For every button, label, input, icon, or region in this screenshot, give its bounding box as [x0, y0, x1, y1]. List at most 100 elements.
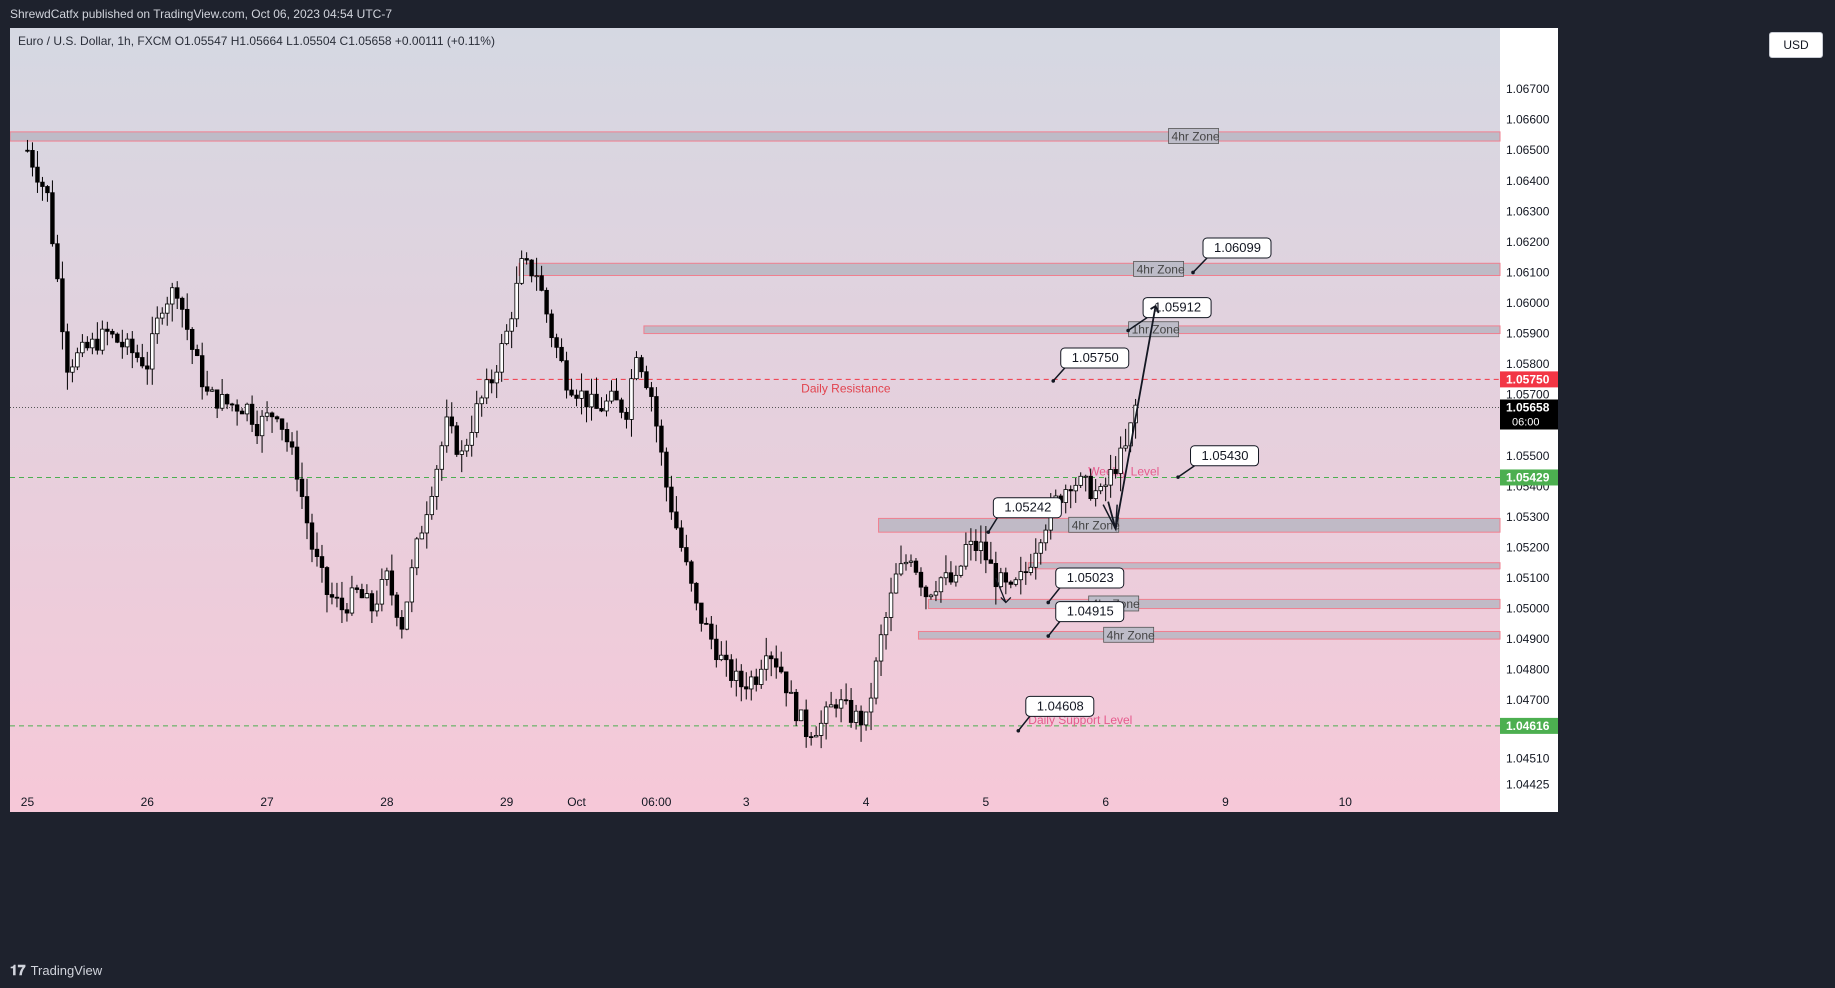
- candle[interactable]: [374, 590, 380, 617]
- candle[interactable]: [853, 704, 859, 730]
- candle[interactable]: [329, 582, 335, 605]
- candle[interactable]: [529, 259, 534, 283]
- candle[interactable]: [983, 526, 989, 574]
- candle[interactable]: [474, 390, 479, 438]
- tradingview-logo[interactable]: 𝟏𝟕 TradingView: [10, 962, 102, 979]
- candle[interactable]: [519, 250, 524, 285]
- candle[interactable]: [199, 342, 205, 400]
- candle[interactable]: [793, 688, 799, 727]
- callout-106099-box[interactable]: [1202, 237, 1272, 259]
- candle[interactable]: [803, 699, 809, 748]
- candle[interactable]: [813, 726, 819, 738]
- candle[interactable]: [838, 689, 844, 723]
- candle[interactable]: [125, 333, 130, 355]
- candle[interactable]: [409, 559, 415, 613]
- candle[interactable]: [160, 307, 165, 325]
- candle[interactable]: [714, 624, 719, 668]
- candle[interactable]: [569, 378, 574, 397]
- candle[interactable]: [549, 309, 554, 348]
- candle[interactable]: [479, 395, 484, 417]
- candle[interactable]: [903, 554, 909, 571]
- candle[interactable]: [828, 691, 834, 708]
- candle[interactable]: [389, 554, 395, 606]
- candle[interactable]: [135, 344, 140, 363]
- candle[interactable]: [1018, 556, 1024, 595]
- candle[interactable]: [1098, 483, 1103, 495]
- candle[interactable]: [958, 564, 964, 578]
- candle[interactable]: [130, 331, 135, 369]
- candle[interactable]: [933, 580, 939, 602]
- candle[interactable]: [699, 602, 704, 632]
- candle[interactable]: [858, 705, 864, 742]
- candle[interactable]: [40, 176, 45, 201]
- candle[interactable]: [539, 265, 544, 292]
- chart-canvas[interactable]: 4hr Zone 4hr Zone 1hr Zone 4hr Zone 4hr Zone…: [10, 28, 1825, 812]
- callout-105912-box[interactable]: [1142, 297, 1212, 319]
- candle[interactable]: [394, 592, 400, 627]
- candle[interactable]: [424, 501, 430, 549]
- candle[interactable]: [404, 601, 410, 631]
- zone-1053[interactable]: [878, 517, 1501, 533]
- candle[interactable]: [1093, 478, 1098, 507]
- candle[interactable]: [788, 680, 794, 694]
- candle[interactable]: [669, 475, 674, 520]
- callout-104915-box[interactable]: [1055, 601, 1125, 623]
- candle[interactable]: [1043, 524, 1048, 551]
- candle[interactable]: [229, 402, 235, 412]
- candle[interactable]: [514, 266, 519, 328]
- zone-1051[interactable]: [1027, 562, 1501, 570]
- candle[interactable]: [65, 323, 70, 390]
- candle[interactable]: [594, 377, 599, 409]
- candle[interactable]: [309, 513, 315, 563]
- candle[interactable]: [25, 139, 30, 153]
- candle[interactable]: [289, 432, 295, 455]
- candle[interactable]: [684, 534, 689, 566]
- candle[interactable]: [279, 418, 285, 441]
- candle[interactable]: [928, 593, 934, 600]
- candle[interactable]: [249, 395, 255, 433]
- candle[interactable]: [1113, 456, 1118, 479]
- candle[interactable]: [175, 281, 180, 310]
- candle[interactable]: [45, 185, 50, 202]
- candle[interactable]: [754, 668, 759, 692]
- candle[interactable]: [689, 559, 694, 592]
- zone-top[interactable]: [10, 131, 1501, 142]
- candle[interactable]: [185, 293, 190, 341]
- candle[interactable]: [384, 567, 390, 586]
- candle[interactable]: [95, 322, 100, 355]
- candle[interactable]: [494, 365, 499, 399]
- candle[interactable]: [85, 336, 90, 351]
- candle[interactable]: [120, 329, 125, 359]
- candle[interactable]: [239, 408, 245, 415]
- candle[interactable]: [873, 657, 879, 705]
- candle[interactable]: [434, 465, 439, 510]
- candle[interactable]: [165, 296, 170, 326]
- candle[interactable]: [1118, 436, 1123, 492]
- candle[interactable]: [449, 402, 454, 434]
- candle[interactable]: [544, 287, 549, 323]
- zone-1050[interactable]: [927, 598, 1501, 610]
- candle[interactable]: [334, 582, 340, 608]
- candle[interactable]: [1068, 485, 1073, 509]
- candle[interactable]: [554, 333, 559, 359]
- zone-1061[interactable]: [518, 262, 1501, 276]
- candle[interactable]: [724, 640, 729, 677]
- candle[interactable]: [634, 351, 639, 381]
- candle[interactable]: [968, 528, 974, 561]
- candle[interactable]: [140, 343, 145, 369]
- candle[interactable]: [574, 389, 579, 407]
- candle[interactable]: [349, 575, 355, 616]
- candle[interactable]: [988, 541, 994, 564]
- candle[interactable]: [659, 419, 664, 466]
- candle[interactable]: [534, 257, 539, 291]
- candle[interactable]: [299, 462, 305, 509]
- candle[interactable]: [414, 536, 420, 576]
- candle[interactable]: [719, 641, 724, 662]
- callout-105750-box[interactable]: [1060, 347, 1130, 369]
- zone-1049[interactable]: [917, 630, 1501, 640]
- candle[interactable]: [30, 142, 35, 177]
- candle[interactable]: [145, 351, 150, 385]
- candle[interactable]: [604, 394, 609, 417]
- candle[interactable]: [774, 645, 779, 679]
- candle[interactable]: [429, 486, 434, 520]
